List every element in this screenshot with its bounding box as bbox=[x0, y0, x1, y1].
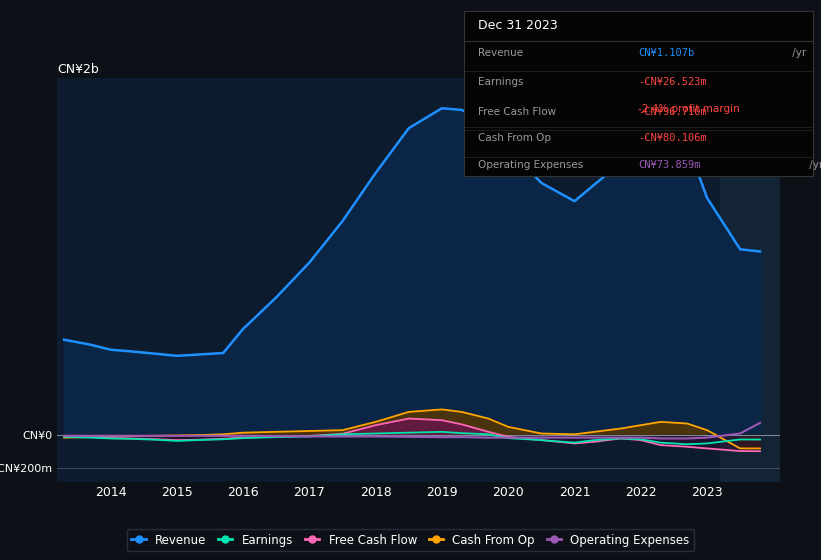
Text: /yr: /yr bbox=[789, 48, 806, 58]
Text: Cash From Op: Cash From Op bbox=[478, 133, 551, 143]
Text: CN¥1.107b: CN¥1.107b bbox=[639, 48, 695, 58]
Text: /yr: /yr bbox=[805, 160, 821, 170]
Text: CN¥2b: CN¥2b bbox=[57, 63, 99, 76]
Text: Dec 31 2023: Dec 31 2023 bbox=[478, 20, 557, 32]
Text: Free Cash Flow: Free Cash Flow bbox=[478, 107, 556, 117]
Text: Earnings: Earnings bbox=[478, 77, 523, 87]
Text: -CN¥26.523m: -CN¥26.523m bbox=[639, 77, 707, 87]
Legend: Revenue, Earnings, Free Cash Flow, Cash From Op, Operating Expenses: Revenue, Earnings, Free Cash Flow, Cash … bbox=[126, 529, 695, 551]
Bar bbox=[720, 78, 780, 482]
Text: -CN¥80.106m: -CN¥80.106m bbox=[639, 133, 707, 143]
Text: Revenue: Revenue bbox=[478, 48, 523, 58]
Text: Operating Expenses: Operating Expenses bbox=[478, 160, 583, 170]
Text: -CN¥96.710m: -CN¥96.710m bbox=[639, 107, 707, 117]
Text: CN¥73.859m: CN¥73.859m bbox=[639, 160, 701, 170]
Text: -2.4% profit margin: -2.4% profit margin bbox=[639, 104, 740, 114]
